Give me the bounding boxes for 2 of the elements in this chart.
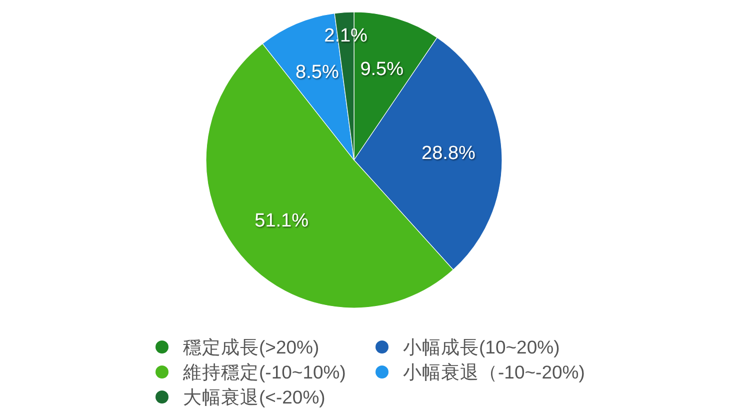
legend-label: 穩定成長(>20%) <box>183 336 320 358</box>
legend-label: 大幅衰退(<-20%) <box>183 386 326 408</box>
